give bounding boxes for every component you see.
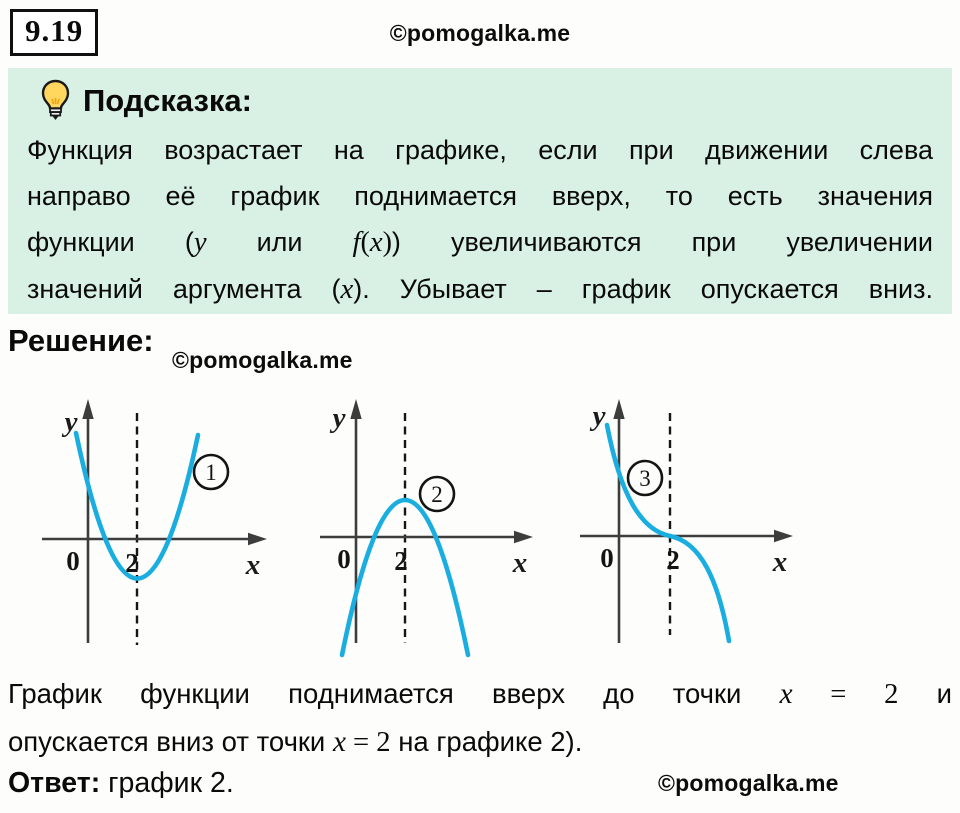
- solution-line-1: График функции поднимается вверх до точк…: [8, 670, 952, 718]
- problem-number-badge: 9.19: [10, 9, 99, 56]
- math-equals-2: = 2: [345, 727, 391, 758]
- y-label: y: [62, 406, 78, 438]
- solution-text: и: [898, 678, 952, 709]
- hint-line-1: Функция возрастает на графике, если при …: [27, 127, 933, 173]
- hint-text: или: [206, 227, 353, 257]
- hint-paragraph: Функция возрастает на графике, если при …: [27, 127, 933, 312]
- circled-number-3: [626, 459, 664, 497]
- y-axis-arrow: [350, 399, 362, 419]
- y-label: y: [590, 400, 606, 432]
- graph-1-upward-parabola: 1 y x 0 2: [42, 399, 267, 645]
- hint-text: значений аргумента (: [27, 274, 341, 304]
- hint-line-3: функции (y или f(x)) увеличиваются при у…: [27, 219, 933, 266]
- graph-number-label: 2: [431, 482, 443, 507]
- graph-number-label: 1: [205, 460, 217, 485]
- answer-value: график 2.: [100, 767, 234, 799]
- tick-2-label: 2: [666, 545, 680, 575]
- answer-row: Ответ: график 2.: [8, 767, 234, 800]
- tick-2-label: 2: [125, 548, 139, 578]
- circled-number-2: [418, 475, 456, 513]
- math-f: f: [352, 226, 361, 258]
- solution-text: на графике 2).: [390, 726, 583, 757]
- solution-text: опускается вниз от точки: [8, 726, 333, 757]
- solution-paragraph: График функции поднимается вверх до точк…: [8, 670, 952, 766]
- math-x: x: [369, 226, 383, 258]
- hint-text: функции (: [27, 227, 194, 257]
- y-axis-arrow: [613, 399, 625, 419]
- y-label: y: [330, 402, 346, 434]
- x-label: x: [772, 546, 788, 578]
- hint-title: Подсказка:: [83, 83, 252, 118]
- hint-text: ). Убывает – график опускается вниз.: [353, 274, 933, 304]
- answer-label: Ответ:: [8, 767, 101, 799]
- hint-title-row: Подсказка:: [40, 76, 933, 126]
- circled-number-1: [192, 453, 230, 491]
- math-paren: ): [382, 227, 392, 258]
- x-label: x: [512, 547, 528, 579]
- solution-line-2: опускается вниз от точки x = 2 на график…: [8, 718, 952, 766]
- s-curve: [604, 422, 732, 644]
- math-y: y: [193, 226, 207, 258]
- parabola-down-curve: [339, 497, 471, 658]
- x-label: x: [245, 549, 261, 581]
- hint-text: Функция возрастает на графике, если при …: [27, 135, 933, 165]
- graph-3-decreasing-curve: 3 y x 0 2: [580, 399, 793, 644]
- x-axis-arrow: [774, 529, 793, 543]
- solution-text: График функции поднимается вверх до точк…: [8, 678, 780, 709]
- math-paren: (: [360, 227, 370, 258]
- lightbulb-icon: [41, 79, 70, 120]
- y-axis-arrow: [82, 399, 94, 419]
- graphs-row: 1 y x 0 2 2 y x 0 2: [0, 393, 960, 673]
- x-axis-arrow: [248, 532, 267, 546]
- solution-heading: Решение:: [8, 323, 154, 358]
- graph-number-label: 3: [639, 466, 651, 491]
- watermark-middle: ©pomogalka.me: [172, 347, 353, 373]
- math-equals-2: = 2: [792, 679, 899, 710]
- watermark-bottom: ©pomogalka.me: [658, 770, 839, 796]
- x-axis-arrow: [514, 530, 533, 544]
- math-x: x: [779, 678, 793, 710]
- math-x: x: [332, 726, 346, 758]
- tick-2-label: 2: [394, 546, 408, 576]
- origin-label: 0: [600, 543, 614, 573]
- hint-text: ) увеличиваются при увеличении: [391, 227, 933, 257]
- hint-text: направо её график поднимается вверх, то …: [27, 181, 933, 211]
- origin-label: 0: [66, 546, 80, 576]
- parabola-up-curve: [73, 430, 201, 581]
- hint-box: Подсказка: Функция возрастает на графике…: [8, 68, 952, 314]
- graph-2-downward-parabola: 2 y x 0 2: [320, 399, 533, 658]
- hint-line-2: направо её график поднимается вверх, то …: [27, 173, 933, 219]
- watermark-top: ©pomogalka.me: [389, 20, 571, 46]
- hint-line-4: значений аргумента (x). Убывает – график…: [27, 266, 933, 312]
- math-x: x: [340, 273, 354, 305]
- origin-label: 0: [337, 544, 351, 574]
